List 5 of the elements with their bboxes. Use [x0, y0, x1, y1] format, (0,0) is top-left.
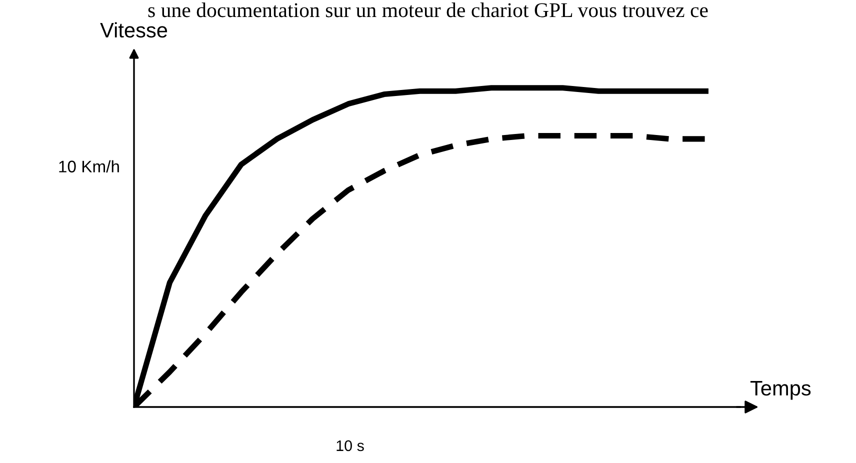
text: 10 Km/h: [59, 160, 119, 172]
text: 10 s: [336, 440, 364, 452]
x-axis-title: Temps: [750, 381, 811, 400]
y-axis-title: Vitesse: [100, 22, 168, 38]
text: s une documentation sur un moteur de chariot GPL vous trouvez ce: [148, 2, 708, 18]
